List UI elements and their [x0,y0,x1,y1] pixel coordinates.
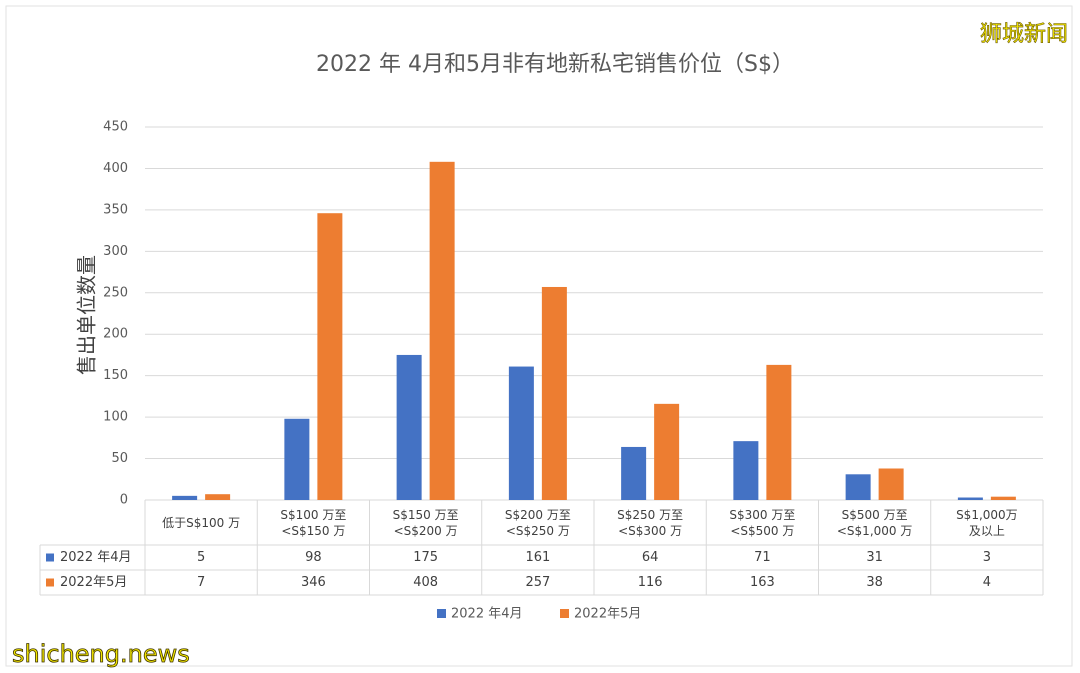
x-tick-label: S$1,000万 及以上 [956,507,1018,538]
watermark: shicheng.news [12,640,190,668]
y-tick-label: 400 [103,161,128,176]
y-tick-label: 300 [103,244,128,259]
x-tick-label: S$500 万至 <S$1,000 万 [836,507,913,538]
table-cell: 64 [642,550,659,565]
legend-swatch [46,578,54,587]
table-row-label: 2022年5月 [60,575,127,590]
table-cell: 98 [305,550,322,565]
x-tick-label: S$150 万至 <S$200 万 [392,507,459,538]
y-tick-label: 200 [103,327,128,342]
legend-swatch [46,553,54,562]
bar [878,468,904,500]
bar [957,497,983,500]
legend-swatch [437,609,446,618]
table-cell: 408 [413,575,438,590]
category-cell: S$250 万至 <S$300 万 [617,507,684,538]
x-tick-label: S$100 万至 <S$150 万 [280,507,347,538]
y-axis-label: 售出单位数量 [75,255,99,375]
table-cell: 163 [750,575,775,590]
legend-label: 2022 年4月 [451,607,523,622]
y-tick-label: 450 [103,120,128,135]
bar [541,286,567,500]
legend-swatch [560,609,569,618]
bar [654,403,680,500]
table-cell: 71 [754,550,771,565]
table-cell: 38 [866,575,883,590]
table-cell: 257 [525,575,550,590]
category-cell: 低于S$100 万 [162,515,241,530]
table-cell: 161 [525,550,550,565]
table-cell: 346 [301,575,326,590]
y-tick-label: 50 [111,451,128,466]
table-cell: 31 [866,550,883,565]
x-tick-label: 低于S$100 万 [162,515,241,530]
category-cell: S$200 万至 <S$250 万 [504,507,571,538]
y-tick-label: 0 [120,493,128,508]
table-cell: 5 [197,550,205,565]
bar [508,366,534,500]
category-cell: S$500 万至 <S$1,000 万 [836,507,913,538]
bar [172,495,198,500]
table-row-label: 2022 年4月 [60,550,132,565]
x-tick-label: S$250 万至 <S$300 万 [617,507,684,538]
x-tick-label: S$200 万至 <S$250 万 [504,507,571,538]
table-cell: 3 [983,550,991,565]
y-tick-label: 150 [103,368,128,383]
y-tick-label: 100 [103,410,128,425]
bar [429,161,455,500]
watermark: 狮城新闻 [980,22,1068,47]
legend-label: 2022年5月 [574,607,641,622]
category-cell: S$150 万至 <S$200 万 [392,507,459,538]
table-cell: 116 [638,575,663,590]
bar [990,496,1016,500]
table-cell: 7 [197,575,205,590]
category-cell: S$300 万至 <S$500 万 [729,507,796,538]
chart-title: 2022 年 4月和5月非有地新私宅销售价位（S$） [316,52,794,77]
category-cell: S$1,000万 及以上 [956,507,1018,538]
y-tick-label: 350 [103,202,128,217]
bar [317,213,343,500]
bar [284,418,310,500]
table-cell: 4 [983,575,991,590]
category-cell: S$100 万至 <S$150 万 [280,507,347,538]
bar [733,441,759,500]
bar [845,474,871,500]
bar [396,354,422,500]
bar [621,446,647,500]
bar [766,364,792,500]
x-tick-label: S$300 万至 <S$500 万 [729,507,796,538]
chart-border [5,5,1073,667]
y-tick-label: 250 [103,285,128,300]
table-cell: 175 [413,550,438,565]
bar [205,494,231,500]
